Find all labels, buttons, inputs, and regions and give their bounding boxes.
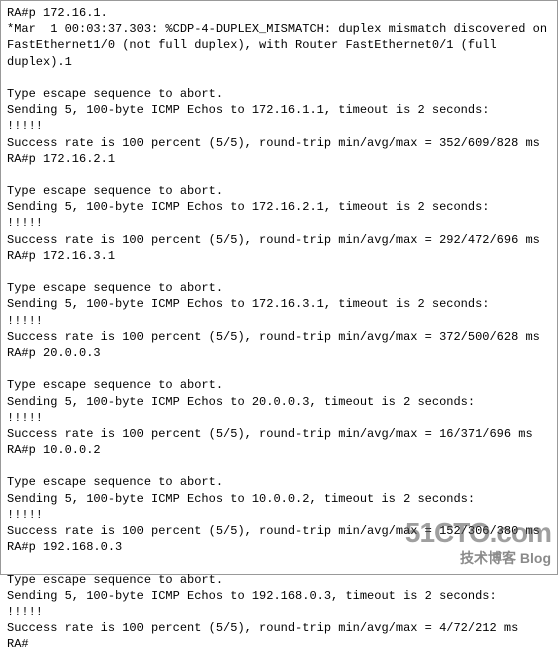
terminal-line: Type escape sequence to abort. <box>7 183 551 199</box>
terminal-line: !!!!! <box>7 507 551 523</box>
terminal-line: Success rate is 100 percent (5/5), round… <box>7 523 551 539</box>
terminal-line: RA#p 192.168.0.3 <box>7 539 551 555</box>
terminal-line <box>7 264 551 280</box>
terminal-line: Sending 5, 100-byte ICMP Echos to 20.0.0… <box>7 394 551 410</box>
terminal-line: Sending 5, 100-byte ICMP Echos to 172.16… <box>7 199 551 215</box>
terminal-line: !!!!! <box>7 604 551 620</box>
terminal-line: Success rate is 100 percent (5/5), round… <box>7 135 551 151</box>
terminal-line <box>7 70 551 86</box>
terminal-line: !!!!! <box>7 313 551 329</box>
terminal-line <box>7 458 551 474</box>
terminal-line: Type escape sequence to abort. <box>7 572 551 588</box>
terminal-line: RA#p 172.16.3.1 <box>7 248 551 264</box>
terminal-line <box>7 555 551 571</box>
terminal-line: Type escape sequence to abort. <box>7 86 551 102</box>
terminal-line: Success rate is 100 percent (5/5), round… <box>7 329 551 345</box>
terminal-line: Type escape sequence to abort. <box>7 474 551 490</box>
terminal-line: Type escape sequence to abort. <box>7 377 551 393</box>
terminal-line <box>7 361 551 377</box>
terminal-line: !!!!! <box>7 410 551 426</box>
terminal-line: RA#p 172.16.1. <box>7 5 551 21</box>
terminal-output: RA#p 172.16.1.*Mar 1 00:03:37.303: %CDP-… <box>7 5 551 653</box>
terminal-line <box>7 167 551 183</box>
terminal-line: RA#p 172.16.2.1 <box>7 151 551 167</box>
terminal-line: Success rate is 100 percent (5/5), round… <box>7 232 551 248</box>
terminal-line: Sending 5, 100-byte ICMP Echos to 172.16… <box>7 102 551 118</box>
terminal-line: Sending 5, 100-byte ICMP Echos to 10.0.0… <box>7 491 551 507</box>
terminal-line: RA# <box>7 636 551 652</box>
terminal-line: Success rate is 100 percent (5/5), round… <box>7 426 551 442</box>
terminal-line: RA#p 10.0.0.2 <box>7 442 551 458</box>
terminal-line: !!!!! <box>7 118 551 134</box>
terminal-line: Success rate is 100 percent (5/5), round… <box>7 620 551 636</box>
terminal-line: !!!!! <box>7 215 551 231</box>
terminal-line: Sending 5, 100-byte ICMP Echos to 172.16… <box>7 296 551 312</box>
terminal-line: Type escape sequence to abort. <box>7 280 551 296</box>
terminal-line: RA#p 20.0.0.3 <box>7 345 551 361</box>
terminal-line: *Mar 1 00:03:37.303: %CDP-4-DUPLEX_MISMA… <box>7 21 551 70</box>
terminal-line: Sending 5, 100-byte ICMP Echos to 192.16… <box>7 588 551 604</box>
